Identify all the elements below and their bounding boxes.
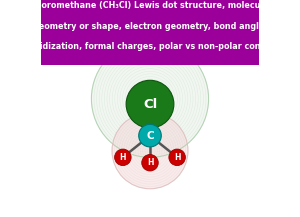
Circle shape [126,80,174,128]
Circle shape [139,124,161,147]
Text: H: H [174,153,180,162]
Text: hybridization, formal charges, polar vs non-polar concept: hybridization, formal charges, polar vs … [20,42,281,51]
Text: H: H [147,158,153,167]
Text: geometry or shape, electron geometry, bond angle,: geometry or shape, electron geometry, bo… [33,22,267,31]
Text: Cl: Cl [143,98,157,111]
Bar [41,0,259,65]
Circle shape [112,113,188,189]
Text: C: C [146,131,154,141]
Text: H: H [120,153,126,162]
Circle shape [142,155,158,171]
Text: Chloromethane (CH₃Cl) Lewis dot structure, molecular: Chloromethane (CH₃Cl) Lewis dot structur… [27,1,273,10]
Circle shape [115,149,131,166]
Circle shape [92,40,208,157]
Circle shape [169,149,185,166]
